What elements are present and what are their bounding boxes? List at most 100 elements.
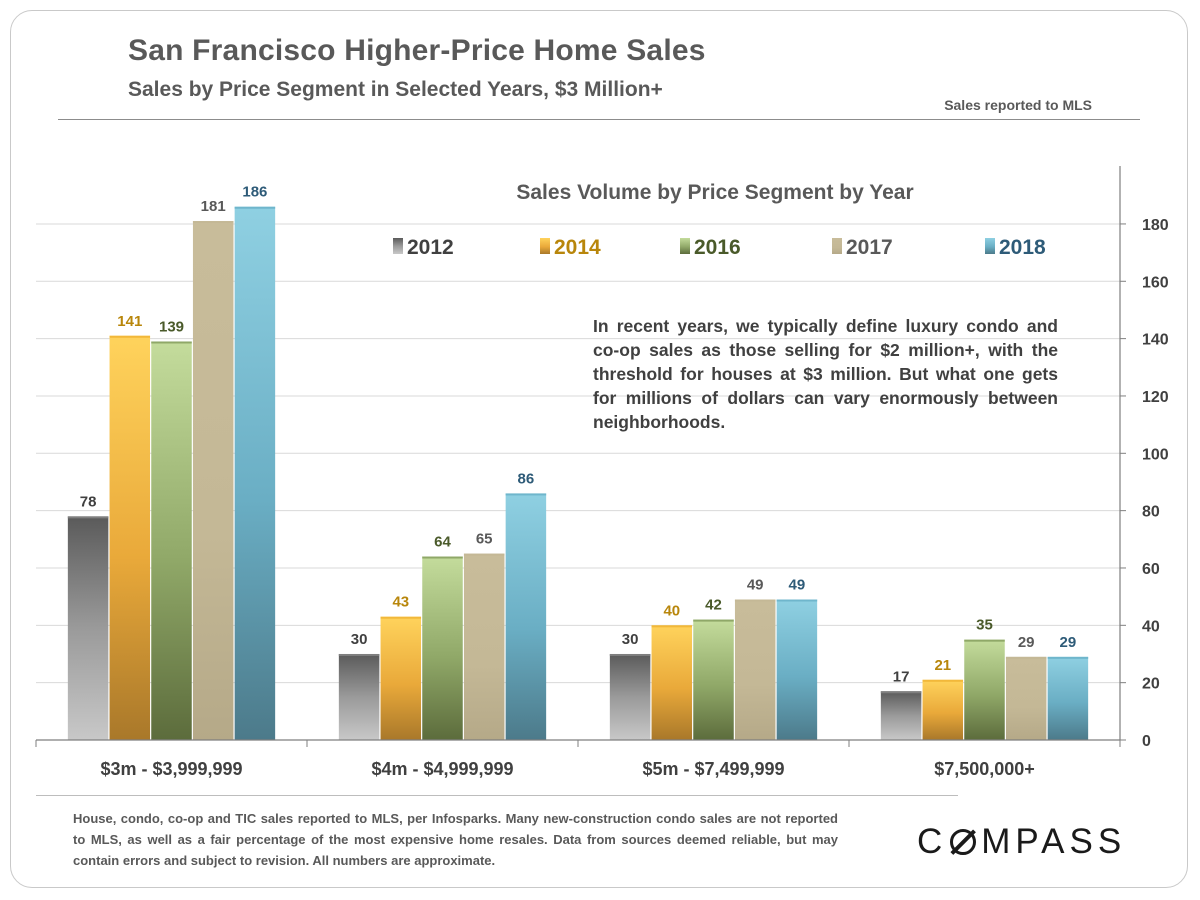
legend-swatch-2017: [832, 238, 842, 254]
bar-2017: [734, 599, 776, 740]
data-label-2016: 35: [976, 617, 993, 634]
header-divider: [58, 119, 1140, 120]
source-note: Sales reported to MLS: [944, 97, 1092, 113]
x-category-label: $7,500,000+: [934, 759, 1035, 779]
data-label-2018: 186: [242, 184, 267, 201]
x-category-label: $3m - $3,999,999: [100, 759, 242, 779]
bar-cap-2016: [964, 639, 1005, 642]
data-label-2014: 141: [117, 313, 142, 330]
data-label-2018: 49: [789, 577, 806, 594]
chart-title: Sales Volume by Price Segment by Year: [516, 181, 913, 204]
bar-cap-2017: [192, 221, 234, 224]
legend-swatch-2016: [680, 238, 690, 254]
bar-2018: [1047, 656, 1089, 740]
legend-label-2016: 2016: [694, 236, 741, 259]
legend-label-2017: 2017: [846, 236, 893, 259]
y-tick-label: 100: [1142, 446, 1169, 463]
legend-swatch-2012: [393, 238, 403, 254]
bar-2018: [234, 206, 276, 740]
bar-cap-2016: [422, 556, 463, 559]
data-label-2012: 30: [351, 631, 368, 648]
bar-2014: [922, 679, 964, 740]
page-subtitle: Sales by Price Segment in Selected Years…: [128, 78, 663, 101]
data-label-2012: 30: [622, 631, 639, 648]
legend: 2012 2014 2016 2017 2018: [393, 236, 1046, 259]
data-label-2016: 139: [159, 318, 184, 335]
y-tick-label: 20: [1142, 676, 1160, 693]
data-label-2014: 21: [934, 657, 951, 674]
bars: [67, 206, 1089, 740]
bar-cap-2012: [609, 653, 651, 656]
data-labels: 78 141 139 181 186 30 43 64 65 86 30 40 42 49 49 17 21 35…: [80, 184, 1076, 686]
bar-2016: [964, 639, 1005, 740]
y-tick-label: 40: [1142, 618, 1160, 635]
bar-cap-2014: [922, 679, 964, 682]
bar-cap-2012: [880, 691, 922, 694]
data-label-2017: 49: [747, 577, 764, 594]
y-tick-label: 120: [1142, 389, 1169, 406]
annotation-text: In recent years, we typically define lux…: [593, 316, 1058, 432]
data-label-2018: 29: [1060, 634, 1077, 651]
bar-cap-2014: [380, 616, 422, 619]
x-category-label: $4m - $4,999,999: [371, 759, 513, 779]
data-label-2012: 78: [80, 493, 97, 510]
bar-2017: [463, 553, 505, 740]
bar-cap-2017: [734, 599, 776, 602]
footnote: House, condo, co-op and TIC sales report…: [73, 811, 838, 868]
legend-swatch-2014: [540, 238, 550, 254]
bar-cap-2018: [505, 493, 547, 496]
bar-2018: [505, 493, 547, 740]
compass-o-icon: [950, 829, 977, 855]
legend-label-2018: 2018: [999, 236, 1046, 259]
bar-cap-2018: [1047, 656, 1089, 659]
y-tick-label: 0: [1142, 733, 1151, 750]
logo-text-prefix: C: [917, 822, 948, 861]
y-tick-label: 160: [1142, 274, 1169, 291]
legend-label-2012: 2012: [407, 236, 454, 259]
bar-2014: [109, 335, 151, 740]
y-tick-label: 80: [1142, 504, 1160, 521]
data-label-2012: 17: [893, 668, 910, 685]
legend-swatch-2018: [985, 238, 995, 254]
y-tick-label: 140: [1142, 332, 1169, 349]
bar-cap-2014: [651, 625, 693, 628]
bar-2018: [776, 599, 818, 740]
data-label-2014: 43: [392, 594, 409, 611]
bar-2014: [651, 625, 693, 740]
x-category-label: $5m - $7,499,999: [642, 759, 784, 779]
y-tick-label: 180: [1142, 217, 1169, 234]
bar-2012: [880, 691, 922, 740]
bar-cap-2018: [776, 599, 818, 602]
bar-2014: [380, 616, 422, 740]
page-title: San Francisco Higher-Price Home Sales: [128, 34, 706, 67]
bar-cap-2018: [234, 206, 276, 209]
data-label-2018: 86: [518, 470, 535, 487]
bar-cap-2017: [463, 553, 505, 556]
data-label-2014: 40: [663, 602, 680, 619]
bar-2017: [1005, 656, 1047, 740]
axes: 0 20 40 60 80 100 120 140 160 180 $3m - $3,999,999…: [35, 166, 1169, 779]
bar-2016: [693, 619, 734, 740]
data-label-2016: 64: [434, 534, 451, 551]
data-label-2017: 65: [476, 531, 493, 548]
bar-cap-2016: [693, 619, 734, 622]
bar-2016: [151, 341, 192, 740]
bar-2016: [422, 556, 463, 740]
bar-cap-2012: [338, 653, 380, 656]
data-label-2016: 42: [705, 597, 722, 614]
bar-2017: [192, 221, 234, 740]
bar-2012: [338, 653, 380, 740]
footer-divider: [36, 795, 958, 796]
y-tick-label: 60: [1142, 561, 1160, 578]
compass-logo: C MPASS: [917, 822, 1126, 862]
bar-cap-2017: [1005, 656, 1047, 659]
bar-cap-2014: [109, 335, 151, 338]
data-label-2017: 29: [1018, 634, 1035, 651]
bar-2012: [609, 653, 651, 740]
bar-cap-2012: [67, 516, 109, 519]
logo-text-suffix: MPASS: [981, 822, 1127, 861]
data-label-2017: 181: [201, 198, 226, 215]
bar-cap-2016: [151, 341, 192, 344]
bar-2012: [67, 516, 109, 740]
